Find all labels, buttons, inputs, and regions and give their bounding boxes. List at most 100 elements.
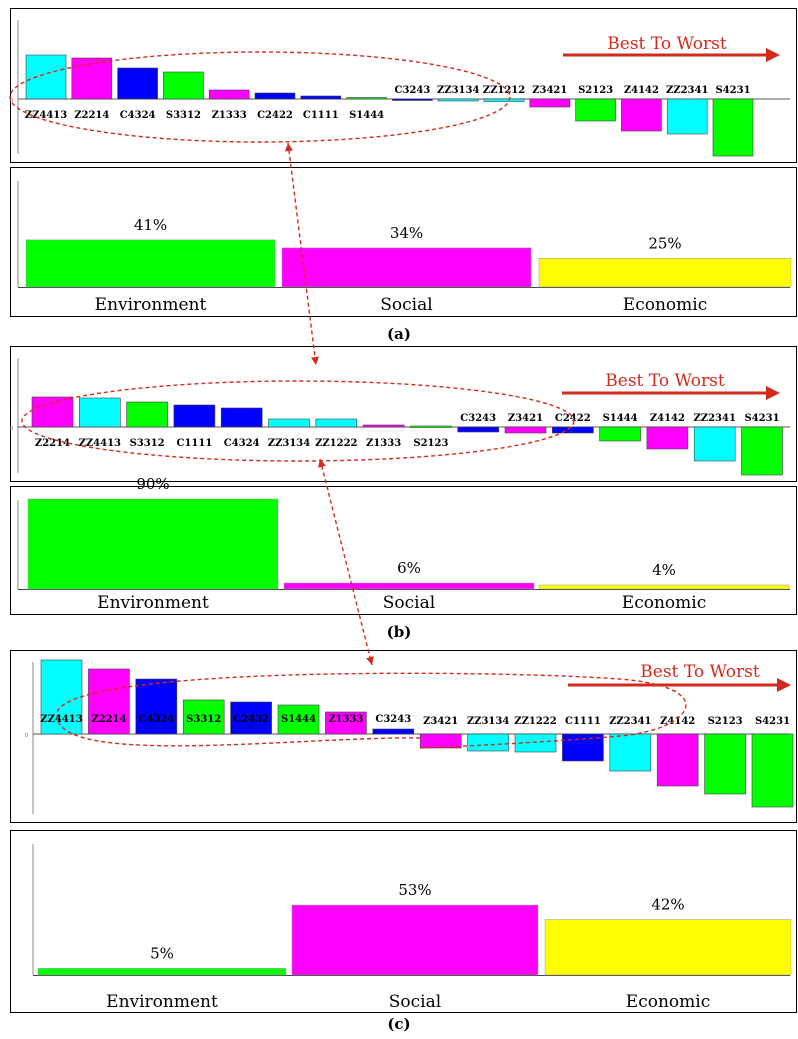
weight-bar-b-2 xyxy=(538,584,790,590)
caption-b: (b) xyxy=(386,623,412,641)
ranking-bar-a-2 xyxy=(117,67,158,100)
ranking-frame-b xyxy=(10,346,797,482)
zero-tick-label: 0 xyxy=(10,426,13,432)
ranking-bar-c-8 xyxy=(419,733,462,749)
highlight-ellipse-b xyxy=(21,380,575,462)
ranking-label-c-14: S2123 xyxy=(708,716,743,727)
ranking-bar-c-4 xyxy=(230,701,272,735)
weight-category-label-b-2: Economic xyxy=(622,593,706,613)
weight-value-label-a-1: 34% xyxy=(390,224,423,242)
ranking-bar-b-0 xyxy=(31,396,74,428)
ranking-label-a-3: S3312 xyxy=(166,110,201,121)
weight-category-label-b-1: Social xyxy=(383,593,435,613)
ranking-bar-a-3 xyxy=(163,71,204,100)
ranking-label-b-0: Z2214 xyxy=(35,438,70,449)
ranking-label-a-6: C1111 xyxy=(303,110,339,121)
ranking-bar-a-15 xyxy=(712,98,754,157)
ranking-label-a-14: ZZ2341 xyxy=(666,85,708,96)
ranking-bar-b-15 xyxy=(741,426,783,476)
ranking-bar-b-7 xyxy=(362,424,405,428)
weight-category-label-c-1: Social xyxy=(389,992,441,1012)
ranking-bar-b-4 xyxy=(220,407,263,428)
ranking-bar-b-13 xyxy=(646,426,689,450)
weight-category-label-c-2: Economic xyxy=(626,992,710,1012)
ranking-label-a-1: Z2214 xyxy=(74,110,109,121)
zero-tick-label: 0 xyxy=(25,733,28,739)
ranking-bar-a-12 xyxy=(575,98,616,122)
ranking-label-b-10: Z3421 xyxy=(508,413,543,424)
ranking-bar-a-4 xyxy=(208,89,250,100)
ranking-bar-b-2 xyxy=(126,401,168,428)
ranking-bar-c-15 xyxy=(751,733,794,808)
ranking-label-c-11: C1111 xyxy=(565,716,601,727)
weight-bar-a-0 xyxy=(25,239,276,288)
caption-a: (a) xyxy=(387,325,411,343)
ranking-bar-a-8 xyxy=(392,98,433,101)
ranking-label-b-3: C1111 xyxy=(177,438,213,449)
weight-bar-b-1 xyxy=(283,582,535,590)
ranking-label-b-13: Z4142 xyxy=(650,413,685,424)
ranking-bar-c-6 xyxy=(325,711,367,735)
ranking-label-c-2: C4324 xyxy=(138,714,174,725)
ranking-label-c-10: ZZ1222 xyxy=(514,716,556,727)
caption-c: (c) xyxy=(387,1015,411,1033)
ranking-bar-b-5 xyxy=(268,418,310,428)
ranking-label-b-1: ZZ4413 xyxy=(79,438,121,449)
ranking-label-b-6: ZZ1222 xyxy=(315,438,357,449)
ranking-bar-b-1 xyxy=(79,397,121,428)
ranking-label-a-11: Z3421 xyxy=(532,85,567,96)
chart-b-svg: 0 Z2214 ZZ4413 S3312 C1111 C4324 ZZ3134 ZZ1222 Z… xyxy=(10,346,797,615)
weights-frame-c xyxy=(10,830,797,1013)
ranking-bar-b-14 xyxy=(693,426,736,462)
weight-category-label-a-1: Social xyxy=(380,295,432,315)
ranking-label-b-14: ZZ2341 xyxy=(693,413,735,424)
highlight-ellipse-c xyxy=(56,672,687,749)
weight-value-label-b-0: 90% xyxy=(136,475,169,493)
ranking-label-c-1: Z2214 xyxy=(91,714,126,725)
chart-panel-c: 0 ZZ4413 Z2214 C4324 S3312 C2432 S1444 Z1333 C32… xyxy=(0,650,798,1014)
weight-category-label-b-0: Environment xyxy=(97,593,209,613)
ranking-bar-c-3 xyxy=(182,699,225,735)
weight-bar-c-1 xyxy=(291,904,539,976)
chart-panel-b: 0 Z2214 ZZ4413 S3312 C1111 C4324 ZZ3134 ZZ1222 Z… xyxy=(0,346,798,623)
best-to-worst-label-c: Best To Worst xyxy=(640,662,760,682)
ranking-label-c-6: Z1333 xyxy=(328,714,363,725)
ranking-label-a-10: ZZ1212 xyxy=(483,85,525,96)
ranking-bar-a-0 xyxy=(25,54,67,100)
ranking-label-a-15: S4231 xyxy=(715,85,750,96)
ranking-bar-c-5 xyxy=(277,704,320,735)
ranking-label-c-4: C2432 xyxy=(233,714,269,725)
arrow-head-b xyxy=(766,386,780,400)
ranking-bar-a-7 xyxy=(346,97,387,100)
ranking-label-a-8: C3243 xyxy=(395,85,431,96)
weight-value-label-b-1: 6% xyxy=(397,559,421,577)
best-to-worst-label-b: Best To Worst xyxy=(605,371,725,391)
weight-bar-a-2 xyxy=(538,258,792,288)
ranking-label-c-7: C3243 xyxy=(375,714,411,725)
weight-category-label-c-0: Environment xyxy=(106,992,218,1012)
ranking-label-b-9: C3243 xyxy=(460,413,496,424)
ranking-bar-a-9 xyxy=(437,98,479,102)
ranking-bar-c-2 xyxy=(135,678,178,735)
ranking-bar-c-7 xyxy=(372,728,415,735)
ranking-label-c-3: S3312 xyxy=(186,714,221,725)
weights-frame-b xyxy=(10,486,797,615)
chart-a-svg: 0 ZZ4413 Z2214 C4324 S3312 Z1333 C2422 C1111 S14… xyxy=(9,8,797,317)
ranking-bar-a-6 xyxy=(300,95,342,100)
weights-frame-a xyxy=(10,167,797,317)
weight-bar-a-1 xyxy=(281,247,532,288)
ranking-frame-c xyxy=(10,650,797,823)
weight-value-label-b-2: 4% xyxy=(652,561,676,579)
weight-category-label-a-0: Environment xyxy=(95,295,207,315)
ranking-bar-a-5 xyxy=(254,92,296,100)
weight-bar-c-2 xyxy=(544,919,792,976)
best-to-worst-label-a: Best To Worst xyxy=(607,34,727,54)
ranking-label-c-13: Z4142 xyxy=(660,716,695,727)
ranking-label-b-15: S4231 xyxy=(744,413,779,424)
ranking-label-c-8: Z3421 xyxy=(423,716,458,727)
weight-value-label-c-0: 5% xyxy=(150,944,174,962)
ranking-bar-a-14 xyxy=(666,98,708,135)
chart-panel-a: 0 ZZ4413 Z2214 C4324 S3312 Z1333 C2422 C1111 S14… xyxy=(0,0,798,325)
ranking-label-b-4: C4324 xyxy=(224,438,260,449)
ranking-bar-c-13 xyxy=(656,733,699,787)
